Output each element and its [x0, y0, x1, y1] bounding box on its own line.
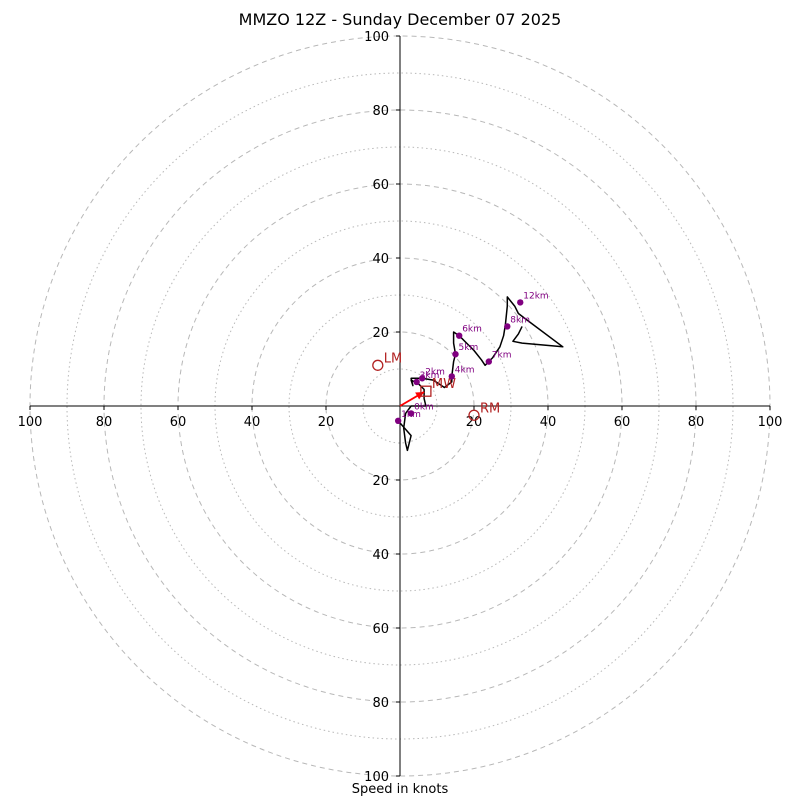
x-tick-label: 80: [688, 415, 705, 430]
height-label-6km: 6km: [462, 325, 482, 335]
height-marker-3km: [413, 378, 420, 386]
height-label-12km: 12km: [523, 291, 548, 301]
storm-motion-rm-label: RM: [480, 401, 500, 416]
x-tick-label: 80: [96, 415, 113, 430]
storm-motion-lm-label: LM: [384, 351, 402, 366]
x-tick-label: 20: [466, 415, 483, 430]
height-label-0km: 0km: [414, 402, 434, 412]
y-tick-label: 60: [372, 178, 389, 193]
y-tick-label: 20: [372, 326, 389, 341]
mean-wind-arrowhead: [415, 391, 425, 400]
height-marker-8km: [504, 323, 511, 330]
y-tick-label: 60: [372, 622, 389, 637]
y-tick-label: 100: [364, 770, 389, 785]
storm-motion-markers: LM RM MW: [372, 351, 500, 421]
height-label-5km: 5km: [459, 343, 479, 353]
storm-motion-mw-label: MW: [432, 377, 456, 392]
height-marker-5km: [452, 351, 459, 358]
height-label-1km: 1km: [401, 410, 421, 420]
x-tick-label: 40: [244, 415, 261, 430]
height-marker-0km: [407, 410, 415, 417]
height-label-8km: 8km: [510, 315, 530, 325]
y-tick-label: 80: [372, 696, 389, 711]
tick-labels: 100 80 60 40 20 20 40 60 80 100 100 80 60 40 20 20 40 60 8…: [18, 30, 783, 785]
height-marker-2km: [419, 375, 426, 382]
y-tick-label: 40: [372, 548, 389, 563]
y-tick-label: 80: [372, 104, 389, 119]
x-axis-label: Speed in knots: [351, 782, 449, 797]
height-label-2km: 2km: [425, 367, 445, 377]
y-tick-label: 100: [364, 30, 389, 45]
height-marker-4km: [448, 373, 455, 380]
height-marker-6km: [456, 332, 463, 339]
height-marker-1km: [394, 417, 402, 424]
x-tick-label: 60: [614, 415, 631, 430]
y-tick-label: 20: [372, 474, 389, 489]
height-label-7km: 7km: [492, 351, 512, 361]
x-tick-label: 40: [540, 415, 557, 430]
height-marker-12km: [517, 299, 524, 306]
chart-title: MMZO 12Z - Sunday December 07 2025: [238, 10, 562, 29]
height-label-4km: 4km: [455, 365, 475, 375]
y-tick-label: 40: [372, 252, 389, 267]
storm-motion-lm-marker: [372, 359, 384, 371]
storm-motion-mw-marker: [420, 385, 432, 397]
storm-motion-rm-marker: [468, 409, 480, 421]
height-marker-7km: [485, 358, 492, 365]
x-tick-label: 100: [18, 415, 43, 430]
height-label-3km: 3km: [420, 371, 440, 381]
x-tick-label: 60: [170, 415, 187, 430]
x-tick-label: 100: [758, 415, 783, 430]
x-tick-label: 20: [318, 415, 335, 430]
